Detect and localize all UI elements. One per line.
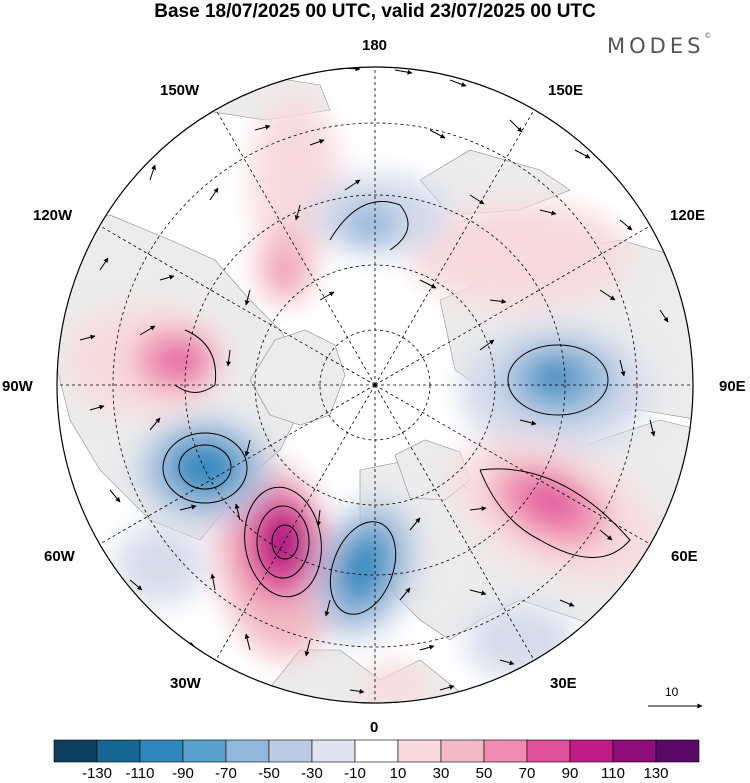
colorbar-tick-label: 90 <box>561 765 579 782</box>
lon-label-0: 0 <box>370 719 379 736</box>
graticule <box>57 67 693 703</box>
colorbar-swatch <box>182 739 227 763</box>
colorbar-tick-label: 30 <box>432 765 450 782</box>
colorbar-swatch <box>354 739 399 763</box>
colorbar-swatch <box>483 739 528 763</box>
anomaly-east-siberia-ridge <box>410 200 630 310</box>
colorbar-tick-label: 50 <box>475 765 493 782</box>
colorbar-swatch <box>53 739 98 763</box>
colorbar-tick-label: -130 <box>81 765 113 782</box>
colorbar-swatch <box>612 739 657 763</box>
anomaly-newfoundland-trough <box>115 525 205 605</box>
colorbar-tick-label: -30 <box>301 765 323 782</box>
colorbar-swatch <box>96 739 141 763</box>
colorbar-tick-label: 10 <box>389 765 407 782</box>
lon-label-120e: 120E <box>670 207 706 224</box>
lon-label-60w: 60W <box>44 548 75 565</box>
reference-vector-label: 10 <box>665 685 679 699</box>
lon-label-30e: 30E <box>550 675 577 692</box>
colorbar-tick-label: 70 <box>518 765 536 782</box>
modes-logo: MODES© <box>607 32 712 58</box>
colorbar-swatch <box>526 739 571 763</box>
lon-label-90w: 90W <box>2 378 33 395</box>
colorbar-swatch <box>440 739 485 763</box>
colorbar-tick-label: 110 <box>601 765 625 782</box>
colorbar-swatch <box>311 739 356 763</box>
lon-label-180: 180 <box>362 37 388 54</box>
colorbar-tick-label: -10 <box>344 765 366 782</box>
colorbar-swatch <box>655 739 700 763</box>
colorbar-tick-label: 130 <box>643 765 669 782</box>
lon-label-150w: 150W <box>160 82 200 99</box>
colorbar-swatch <box>569 739 614 763</box>
colorbar-swatch <box>268 739 313 763</box>
lon-label-60e: 60E <box>671 548 698 565</box>
lon-label-120w: 120W <box>33 207 73 224</box>
map-border <box>56 66 694 704</box>
lon-label-150e: 150E <box>548 82 584 99</box>
anomaly-mediterranean-ridge <box>360 663 430 703</box>
lon-label-90e: 90E <box>719 378 746 395</box>
height-contours <box>162 201 631 615</box>
colorbar-swatch <box>139 739 184 763</box>
colorbar-tick-label: -50 <box>258 765 280 782</box>
lon-label-30w: 30W <box>170 675 201 692</box>
map-title: Base 18/07/2025 00 UTC, valid 23/07/2025… <box>154 1 596 22</box>
colorbar <box>53 739 700 763</box>
colorbar-swatch <box>225 739 270 763</box>
colorbar-tick-label: -90 <box>172 765 194 782</box>
colorbar-tick-label: -110 <box>125 765 155 782</box>
colorbar-tick-label: -70 <box>215 765 237 782</box>
colorbar-swatch <box>397 739 442 763</box>
